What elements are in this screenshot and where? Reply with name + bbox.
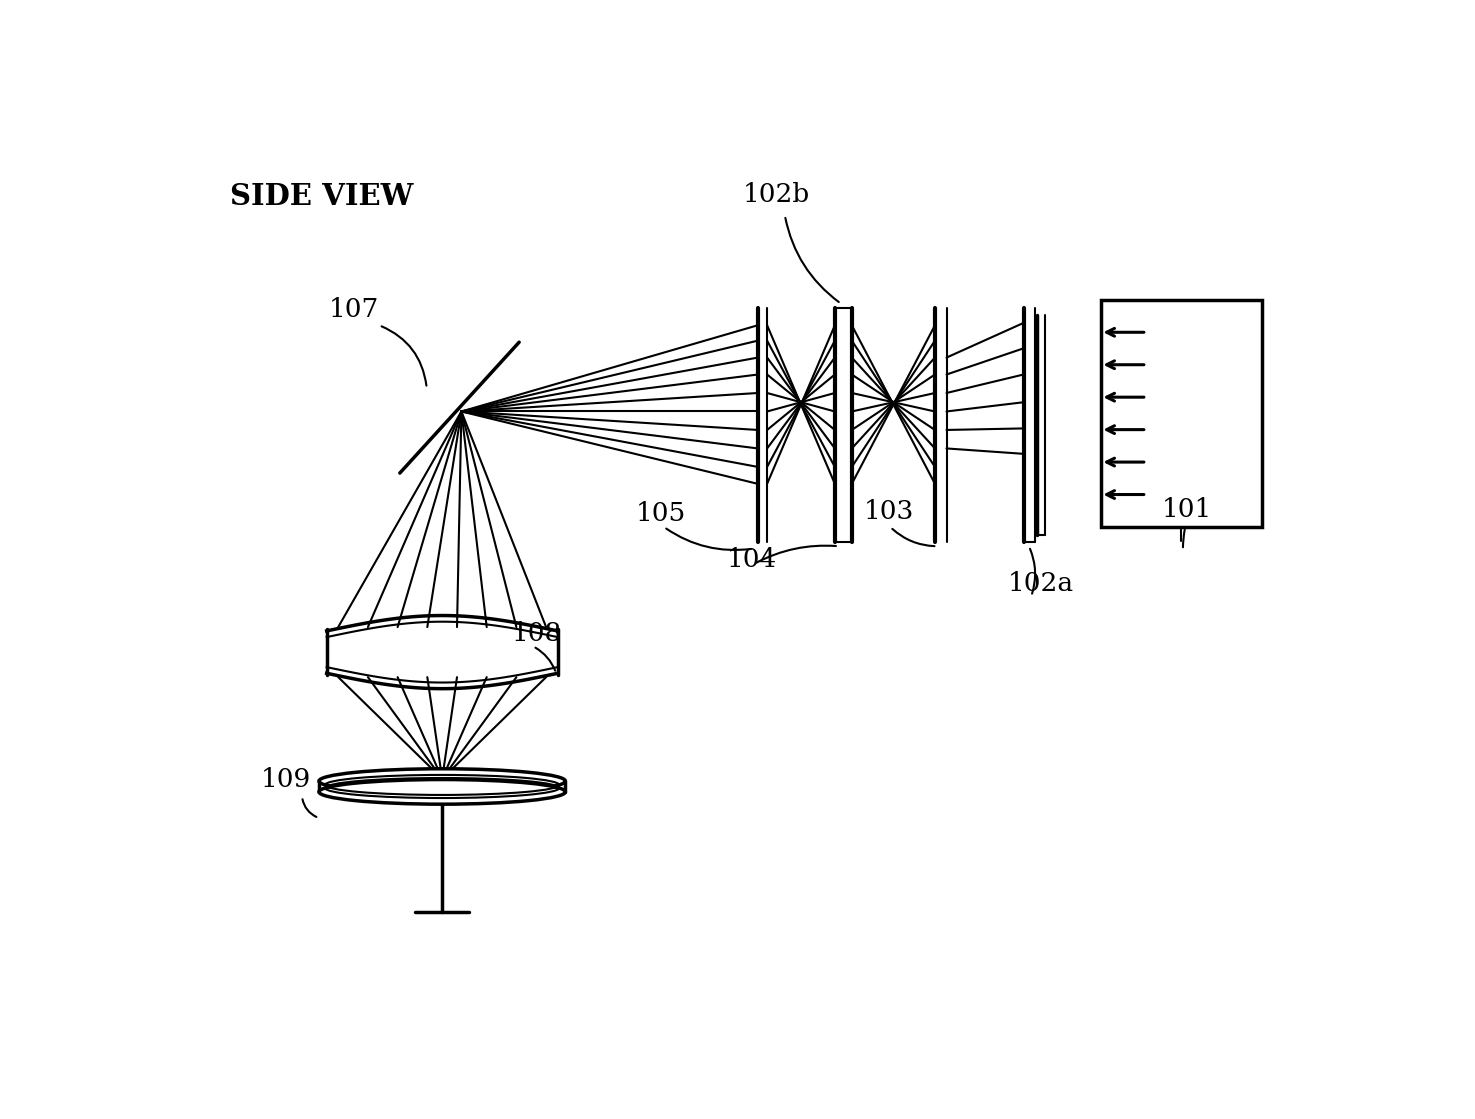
- Text: 108: 108: [512, 621, 562, 646]
- Text: 105: 105: [636, 500, 686, 526]
- Text: SIDE VIEW: SIDE VIEW: [230, 182, 414, 211]
- Text: 101: 101: [1162, 497, 1212, 521]
- Text: 102a: 102a: [1007, 571, 1074, 595]
- Text: 103: 103: [864, 499, 914, 524]
- Text: 104: 104: [727, 547, 777, 572]
- Bar: [1100, 300, 1263, 527]
- Ellipse shape: [319, 780, 565, 805]
- Ellipse shape: [319, 769, 565, 793]
- Text: 102b: 102b: [742, 182, 810, 207]
- Text: 109: 109: [261, 767, 311, 792]
- Text: 107: 107: [329, 298, 379, 322]
